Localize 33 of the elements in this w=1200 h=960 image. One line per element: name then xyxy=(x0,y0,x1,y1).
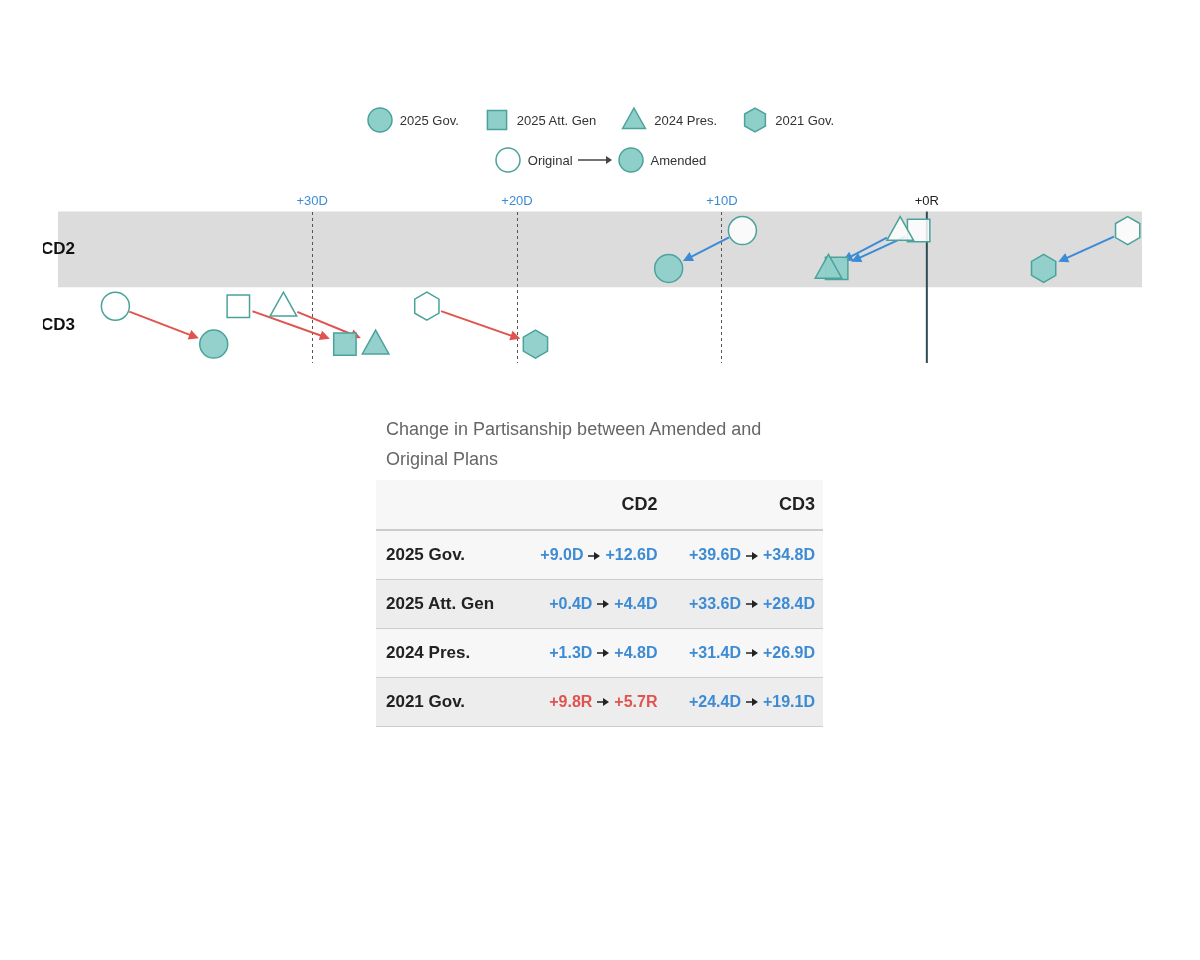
text: +24.4D xyxy=(688,692,741,710)
category-label: 2025 Gov. xyxy=(386,544,466,564)
text: +19.1D xyxy=(762,692,815,710)
x-tick-label: +0R xyxy=(914,193,939,209)
legend-label: 2021 Gov. xyxy=(775,112,835,128)
text: +4.8D xyxy=(614,643,658,661)
text: +12.6D xyxy=(605,545,658,563)
text: +33.6D xyxy=(688,594,741,612)
text: Change in Partisanship between Amended and Original Plans xyxy=(386,418,763,471)
text: +26.9D xyxy=(762,643,815,661)
text: +39.6D xyxy=(688,545,741,563)
text: +4.4D xyxy=(614,594,658,612)
text: +0.4D xyxy=(549,594,593,612)
text: +9.0D xyxy=(540,545,584,563)
text: +1.3D xyxy=(549,643,593,661)
x-tick-label: +30D xyxy=(296,193,328,209)
text: +34.8D xyxy=(762,545,815,563)
text: Original xyxy=(527,152,573,168)
category-label: CD2 xyxy=(620,493,659,516)
x-tick-label: +20D xyxy=(501,193,533,209)
text: +5.7R xyxy=(614,692,658,710)
x-tick-label: +10D xyxy=(706,193,738,209)
category-label: 2025 Att. Gen xyxy=(386,593,495,613)
text: +28.4D xyxy=(762,594,815,612)
text: +31.4D xyxy=(688,643,741,661)
legend-label: 2024 Pres. xyxy=(654,112,718,128)
text: Amended xyxy=(650,152,707,168)
category-label: CD3 xyxy=(778,493,816,516)
text: +9.8R xyxy=(549,692,593,710)
category-label: 2021 Gov. xyxy=(386,691,466,711)
legend-label: 2025 Gov. xyxy=(399,112,459,128)
legend-label: 2025 Att. Gen xyxy=(516,112,597,128)
category-label: 2024 Pres. xyxy=(386,642,471,662)
